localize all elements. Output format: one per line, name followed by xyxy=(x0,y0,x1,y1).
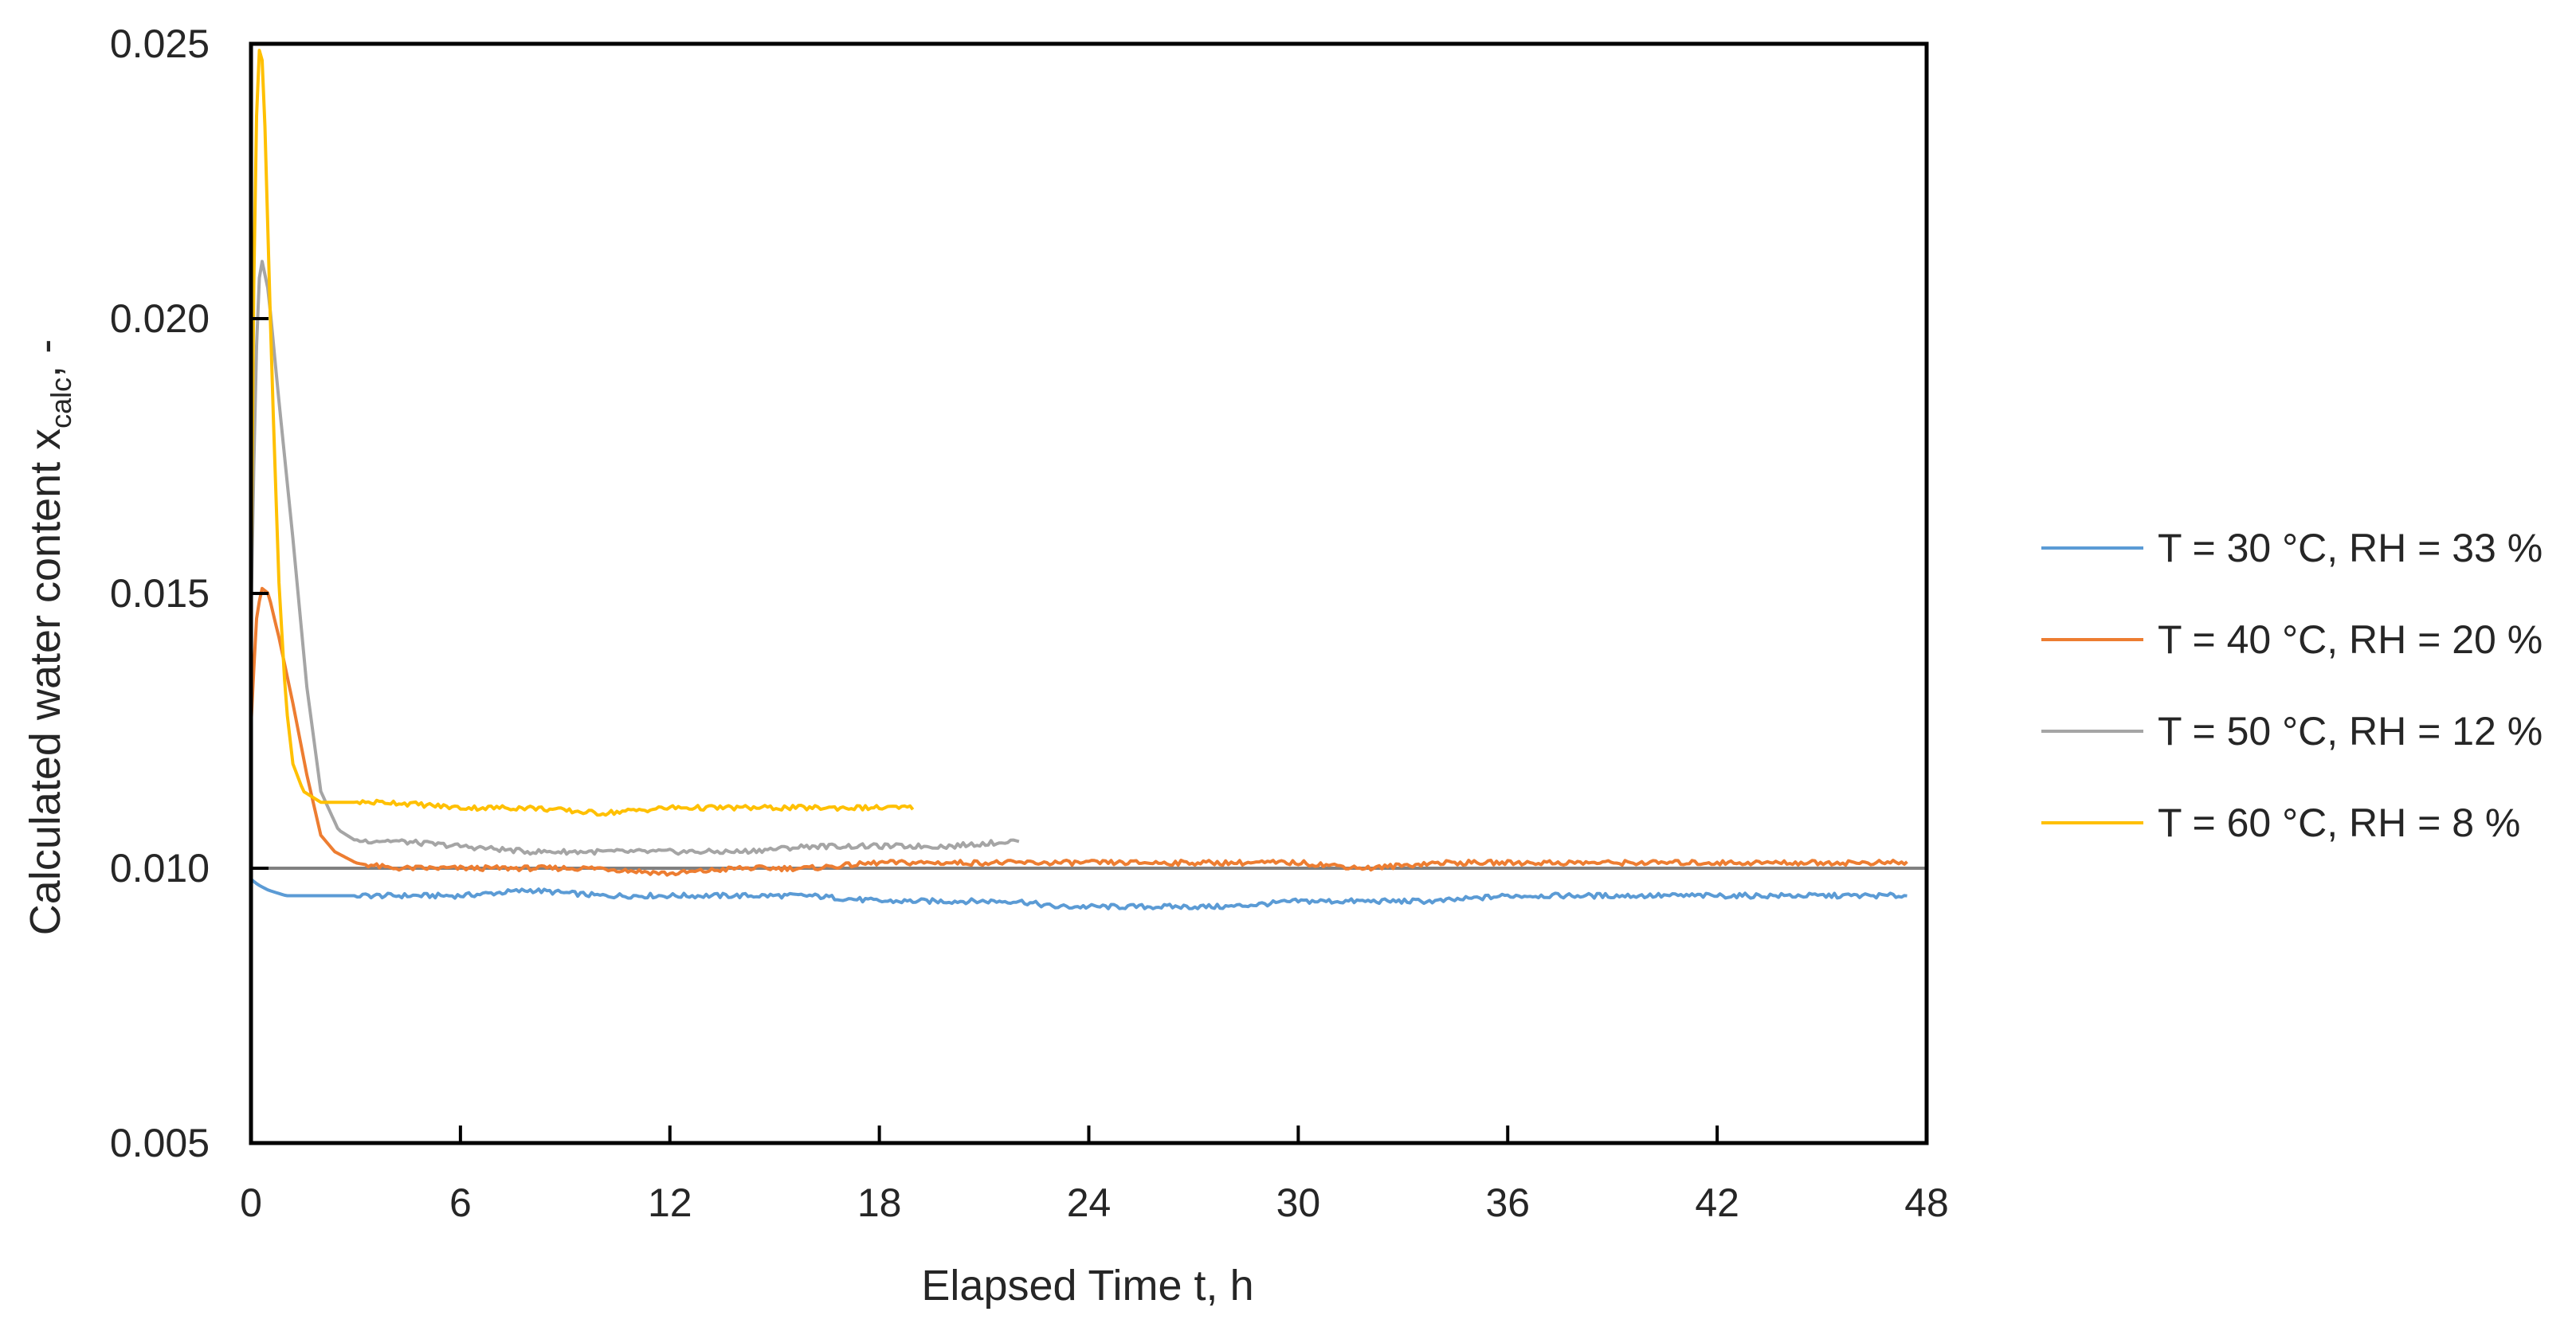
y-tick-label: 0.015 xyxy=(110,571,210,616)
y-axis-title-tail: , - xyxy=(22,339,69,378)
y-tick-label: 0.020 xyxy=(110,296,210,341)
y-tick-label: 0.025 xyxy=(110,22,210,66)
series-line-4 xyxy=(249,49,915,817)
x-tick-label: 24 xyxy=(1067,1180,1112,1225)
legend-label: T = 40 °C, RH = 20 % xyxy=(2158,617,2543,662)
y-axis-title-subscript: calc xyxy=(45,378,77,429)
legend-label: T = 30 °C, RH = 33 % xyxy=(2158,526,2543,570)
series-line-2 xyxy=(249,586,1908,877)
legend: T = 30 °C, RH = 33 % T = 40 °C, RH = 20 %… xyxy=(2041,526,2543,845)
y-tick-label: 0.005 xyxy=(110,1121,210,1165)
x-axis-title: Elapsed Time t, h xyxy=(921,1262,1253,1310)
series-line-3 xyxy=(249,260,1020,856)
series-line-1 xyxy=(249,878,1907,910)
x-tick-label: 30 xyxy=(1276,1180,1321,1225)
axes: 0 6 12 18 24 30 36 42 48 0.005 0.010 0.015 0.020 0.02… xyxy=(110,22,1949,1225)
legend-label: T = 50 °C, RH = 12 % xyxy=(2158,709,2543,754)
x-tick-label: 42 xyxy=(1695,1180,1739,1225)
x-tick-label: 0 xyxy=(240,1180,262,1225)
x-tick-label: 12 xyxy=(648,1180,692,1225)
plot-area xyxy=(249,49,1927,910)
y-tick-label: 0.010 xyxy=(110,846,210,891)
x-tick-label: 36 xyxy=(1485,1180,1530,1225)
x-tick-label: 18 xyxy=(857,1180,902,1225)
y-axis-title-main: Calculated water content x xyxy=(22,429,69,935)
x-tick-label: 48 xyxy=(1904,1180,1949,1225)
legend-label: T = 60 °C, RH = 8 % xyxy=(2158,801,2520,845)
y-axis-title: Calculated water content xcalc, - xyxy=(22,339,77,935)
x-tick-label: 6 xyxy=(449,1180,472,1225)
